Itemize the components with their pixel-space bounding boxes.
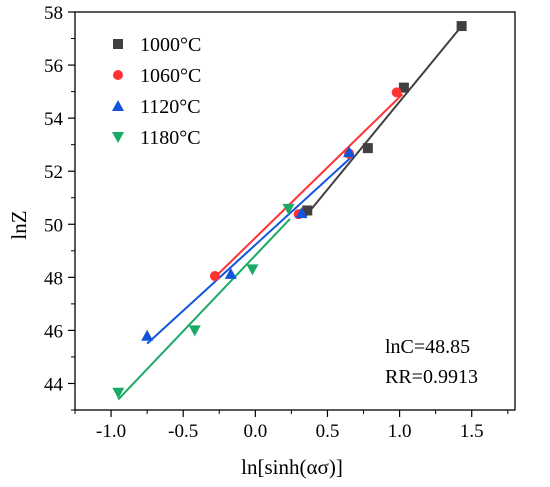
fit-line-2	[146, 154, 355, 345]
data-point-2	[343, 146, 356, 158]
y-tick-label: 48	[44, 268, 63, 289]
plot-frame	[74, 11, 516, 411]
fit-lines	[117, 21, 466, 401]
legend-label-2: 1120°C	[140, 96, 201, 118]
data-point-0	[398, 82, 409, 93]
tick-labels: -1.0 -0.5 0.0 0.5 1.0 1.5 44 46 48 50 52 54 56 58	[44, 3, 484, 442]
legend: 1000°C 1060°C 1120°C 1180°C	[112, 34, 201, 149]
x-axis-title: ln[sinh(ασ)]	[241, 455, 343, 479]
data-point-1	[209, 271, 220, 282]
x-tick-label: 1.5	[460, 421, 484, 442]
data-point-0	[456, 21, 467, 32]
legend-marker-2	[112, 100, 124, 111]
x-tick-label: 0.0	[243, 421, 267, 442]
legend-label-3: 1180°C	[140, 127, 201, 149]
data-point-3	[246, 264, 259, 276]
y-tick-label: 52	[44, 162, 63, 183]
legend-label-1: 1060°C	[140, 65, 201, 87]
plot-border	[74, 11, 516, 411]
legend-label-0: 1000°C	[140, 34, 201, 56]
data-point-2	[141, 329, 154, 341]
fit-line-1	[211, 93, 404, 281]
x-tick-label: -0.5	[168, 421, 198, 442]
data-point-2	[295, 207, 308, 219]
data-point-1	[391, 87, 402, 98]
y-tick-label: 46	[44, 321, 63, 342]
x-tick-label: 1.0	[388, 421, 412, 442]
legend-marker-0	[113, 39, 123, 49]
fit-line-3	[117, 218, 291, 401]
y-tick-label: 56	[44, 56, 63, 77]
data-point-0	[302, 205, 313, 216]
data-point-3	[112, 387, 125, 399]
fit-line-0	[303, 21, 466, 219]
x-tick-label: 0.5	[316, 421, 340, 442]
annotation-rr: RR=0.9913	[385, 366, 478, 388]
y-axis-title: lnZ	[7, 210, 31, 239]
data-point-2	[224, 267, 237, 279]
data-point-0	[362, 143, 373, 154]
data-points	[112, 21, 467, 399]
y-tick-label: 58	[44, 3, 63, 24]
y-tick-label: 44	[44, 374, 64, 395]
legend-marker-1	[113, 70, 123, 80]
y-tick-label: 54	[44, 109, 64, 130]
y-tick-label: 50	[44, 215, 63, 236]
legend-marker-3	[112, 132, 124, 143]
annotation-lnC: lnC=48.85	[385, 336, 470, 358]
data-point-3	[282, 203, 295, 215]
x-tick-label: -1.0	[96, 421, 126, 442]
axis-ticks	[68, 11, 509, 417]
data-point-3	[188, 325, 201, 337]
